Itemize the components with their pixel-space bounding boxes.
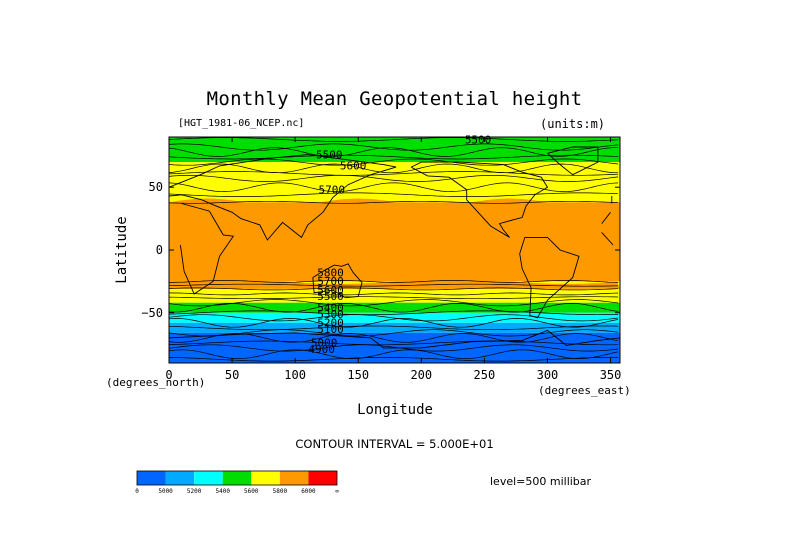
level-text: level=500 millibar xyxy=(490,475,592,488)
x-axis-label: Longitude xyxy=(357,402,433,418)
x-tick-label-1: 50 xyxy=(225,368,239,382)
contour-line-8 xyxy=(169,182,619,192)
units-label: (units:m) xyxy=(540,117,606,131)
y-axis-ticks: 50 0 −50 xyxy=(141,180,620,320)
field-wave-3 xyxy=(169,142,620,153)
contour-interval-text: CONTOUR INTERVAL = 5.000E+01 xyxy=(295,437,494,451)
field-wave-0 xyxy=(169,198,620,210)
y-tick-label-2: −50 xyxy=(141,306,163,320)
contour-line-16 xyxy=(169,299,619,307)
colorbar: 0 5000 5200 5400 5600 5800 6000 ∞ xyxy=(135,470,339,495)
contour-line-27 xyxy=(169,357,619,362)
colorbar-swatch-3 xyxy=(222,471,252,485)
y-tick-label-1: 0 xyxy=(156,243,163,257)
contour-line-12 xyxy=(169,283,619,287)
north-america-coastline xyxy=(410,161,549,238)
x-tick-label-3: 150 xyxy=(347,368,369,382)
x-tick-label-4: 200 xyxy=(410,368,432,382)
contour-label-7: 5500 xyxy=(317,290,344,303)
contour-line-0 xyxy=(169,137,619,142)
contour-line-24 xyxy=(169,340,619,346)
x-tick-label-0: 0 xyxy=(165,368,172,382)
contour-line-4 xyxy=(169,158,619,166)
contour-label-10: 5200 xyxy=(317,317,344,330)
contour-label-6: 5600 xyxy=(317,284,344,297)
colorbar-label-0: 0 xyxy=(135,488,139,495)
colorbar-label-5: 5800 xyxy=(273,488,288,495)
y-axis-units: (degrees_north) xyxy=(106,376,206,389)
contour-line-5 xyxy=(169,163,619,174)
field-band-0 xyxy=(169,137,620,145)
colorbar-swatch-4 xyxy=(251,471,280,485)
australia-coastline xyxy=(312,263,363,299)
x-axis-ticks: 0 50 100 150 200 250 300 350 xyxy=(165,137,621,382)
field-band-4 xyxy=(169,202,620,282)
contour-line-21 xyxy=(169,325,619,331)
x-tick-label-5: 250 xyxy=(474,368,496,382)
colorbar-label-2: 5200 xyxy=(187,488,202,495)
contour-label-9: 5300 xyxy=(317,308,344,321)
contour-label-8: 5400 xyxy=(317,302,344,315)
africa-coastline xyxy=(179,203,614,295)
south-america-coastline xyxy=(519,236,580,319)
contour-line-20 xyxy=(169,318,619,328)
field-band-6 xyxy=(169,302,620,313)
greenland-coastline xyxy=(547,146,599,176)
contour-label-2: 5600 xyxy=(340,160,367,173)
x-axis-units: (degrees_east) xyxy=(538,384,631,397)
colorbar-swatch-5 xyxy=(279,471,309,485)
source-file-label: [HGT_1981-06_NCEP.nc] xyxy=(178,118,305,129)
contour-label-1: 5500 xyxy=(316,148,343,161)
contour-line-2 xyxy=(169,147,619,157)
field-band-8 xyxy=(169,322,620,333)
contour-label-0: 5500 xyxy=(465,133,492,146)
contour-line-9 xyxy=(169,192,619,197)
antarctica-coastline xyxy=(169,329,620,349)
colorbar-swatch-1 xyxy=(165,471,195,485)
colorbar-label-4: 5600 xyxy=(244,488,259,495)
eurasia-coastline xyxy=(169,154,613,241)
colorbar-swatch-2 xyxy=(194,471,223,485)
contour-line-15 xyxy=(169,296,619,300)
contour-line-26 xyxy=(169,349,619,359)
contour-line-18 xyxy=(169,310,619,316)
contour-line-14 xyxy=(169,292,619,296)
contour-line-25 xyxy=(169,344,619,352)
y-tick-label-0: 50 xyxy=(149,180,163,194)
contour-label-3: 5700 xyxy=(318,184,345,197)
x-tick-label-6: 300 xyxy=(537,368,559,382)
contour-label-12: 5000 xyxy=(311,337,338,350)
colorbar-frame xyxy=(136,470,338,486)
colorbar-label-3: 5400 xyxy=(215,488,230,495)
contour-label-11: 5100 xyxy=(317,323,344,336)
x-tick-label-2: 100 xyxy=(284,368,306,382)
chart-title: Monthly Mean Geopotential height xyxy=(206,88,583,110)
colorbar-swatch-0 xyxy=(137,471,166,485)
contour-label-13: 4900 xyxy=(308,343,335,356)
x-tick-label-7: 350 xyxy=(600,368,622,382)
contour-line-22 xyxy=(169,329,619,337)
contour-label-4: 5800 xyxy=(317,266,344,279)
contour-line-10 xyxy=(169,200,619,204)
contour-line-19 xyxy=(169,314,619,322)
contour-line-1 xyxy=(169,143,619,151)
coastlines xyxy=(169,146,620,349)
colorbar-swatch-6 xyxy=(308,471,337,485)
colorbar-label-7: ∞ xyxy=(335,488,339,495)
contour-line-3 xyxy=(169,154,619,160)
field-wave-1 xyxy=(169,278,620,289)
contour-label-5: 5700 xyxy=(317,275,344,288)
contour-line-11 xyxy=(169,280,619,283)
colorbar-label-6: 6000 xyxy=(301,488,316,495)
contour-line-6 xyxy=(169,171,619,176)
contour-line-13 xyxy=(169,287,619,291)
contour-lines xyxy=(169,137,619,362)
colorbar-label-1: 5000 xyxy=(158,488,173,495)
